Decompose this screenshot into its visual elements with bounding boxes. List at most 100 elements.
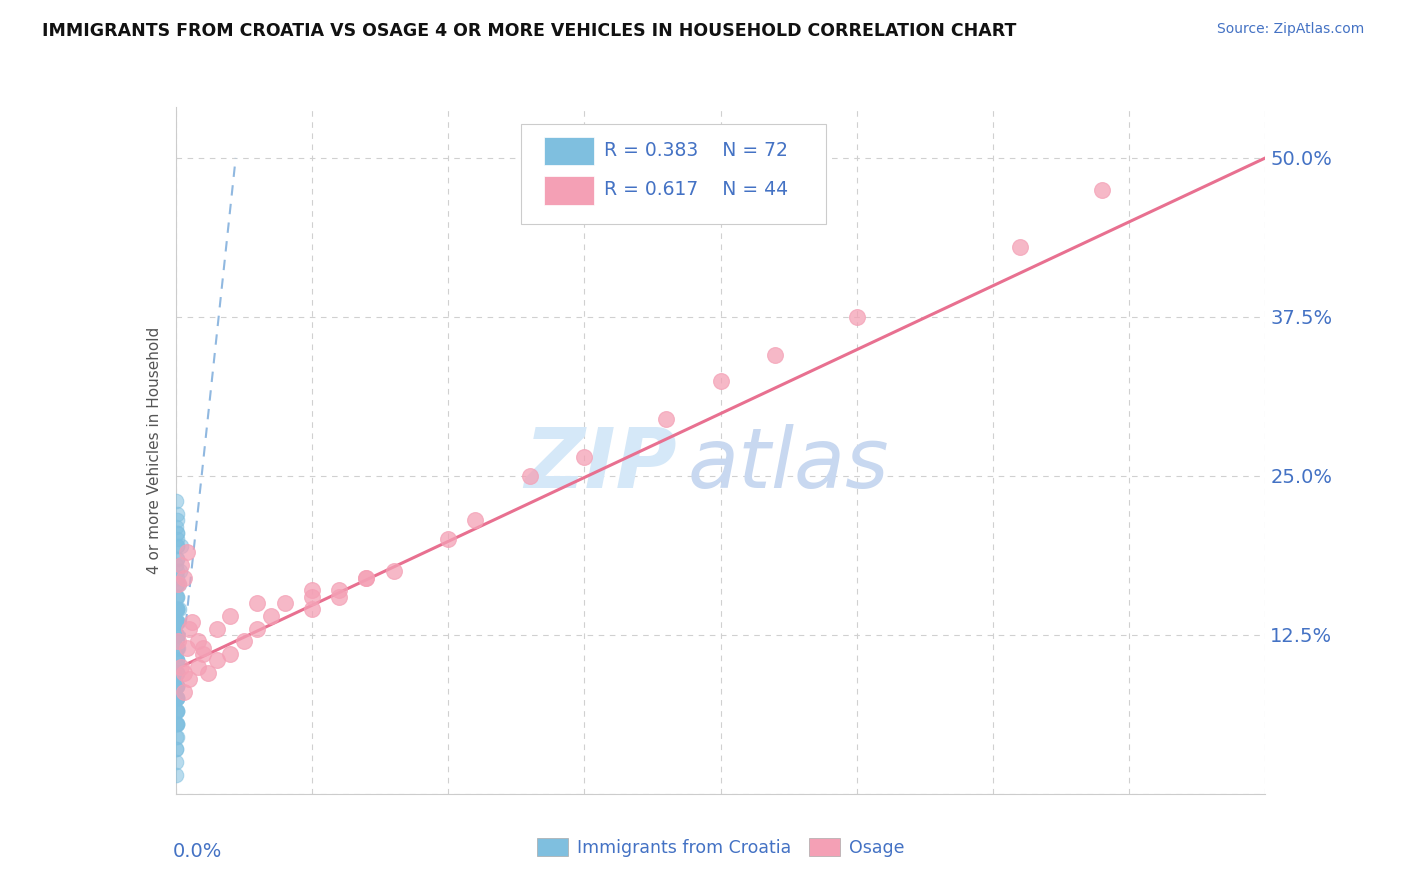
Point [165,768,187,782]
Point [166,704,188,718]
Point [166,628,188,642]
Point [710,374,733,388]
Point [165,742,187,756]
Legend: Immigrants from Croatia, Osage: Immigrants from Croatia, Osage [530,831,911,864]
Point [166,717,188,731]
Point [655,411,678,425]
Point [166,691,188,706]
Point [167,602,190,616]
Point [166,640,188,655]
Point [166,590,188,604]
Point [328,590,350,604]
Point [219,608,242,623]
Point [167,577,190,591]
Point [170,539,193,553]
Point [260,608,283,623]
Point [166,717,188,731]
Point [166,507,188,521]
Text: ZIP: ZIP [524,424,678,505]
Point [166,577,188,591]
Point [845,310,868,324]
Text: Source: ZipAtlas.com: Source: ZipAtlas.com [1216,22,1364,37]
Point [166,679,188,693]
Point [167,634,190,648]
Point [301,590,323,604]
Point [173,666,195,681]
Point [173,571,195,585]
Point [167,615,190,630]
Point [186,659,209,673]
FancyBboxPatch shape [544,176,595,204]
Point [197,666,219,681]
Point [205,653,228,667]
Point [274,596,297,610]
Point [165,742,187,756]
Point [166,717,188,731]
Point [166,551,188,566]
Point [166,602,188,616]
Text: 0.0%: 0.0% [173,842,222,861]
Point [166,679,188,693]
Point [166,640,188,655]
Point [169,577,191,591]
Point [1010,240,1032,254]
Point [166,653,188,667]
Point [170,558,193,572]
Text: R = 0.383    N = 72: R = 0.383 N = 72 [605,141,787,160]
Point [166,640,188,655]
Point [165,755,187,769]
Point [437,533,460,547]
Point [170,659,193,673]
Point [166,666,188,681]
Point [166,590,188,604]
Point [301,583,323,598]
Point [166,615,188,630]
Point [166,666,188,681]
Point [166,571,188,585]
Point [166,564,188,578]
Point [191,640,214,655]
Point [356,571,378,585]
Point [169,564,191,578]
Point [166,628,188,642]
Point [1091,183,1114,197]
Point [176,545,198,559]
Point [165,558,187,572]
Point [166,679,188,693]
Point [166,730,188,744]
Point [181,615,204,630]
Point [166,551,188,566]
Point [166,653,188,667]
Point [165,704,187,718]
Text: R = 0.617    N = 44: R = 0.617 N = 44 [605,180,789,199]
Point [165,691,187,706]
Text: IMMIGRANTS FROM CROATIA VS OSAGE 4 OR MORE VEHICLES IN HOUSEHOLD CORRELATION CHA: IMMIGRANTS FROM CROATIA VS OSAGE 4 OR MO… [42,22,1017,40]
Point [165,494,187,508]
Point [205,622,228,636]
Point [166,577,188,591]
Point [166,628,188,642]
Point [179,673,201,687]
Y-axis label: 4 or more Vehicles in Household: 4 or more Vehicles in Household [146,326,162,574]
Point [328,583,350,598]
FancyBboxPatch shape [522,124,827,224]
Point [166,679,188,693]
Text: atlas: atlas [688,424,890,505]
Point [165,520,187,534]
Point [763,348,786,362]
Point [165,590,187,604]
Point [176,640,198,655]
Point [167,640,190,655]
Point [246,622,269,636]
Point [165,615,187,630]
FancyBboxPatch shape [544,136,595,165]
Point [464,513,486,527]
Point [166,602,188,616]
Point [165,628,187,642]
Point [166,526,188,541]
Point [165,679,187,693]
Point [382,564,405,578]
Point [166,691,188,706]
Point [166,602,188,616]
Point [166,533,188,547]
